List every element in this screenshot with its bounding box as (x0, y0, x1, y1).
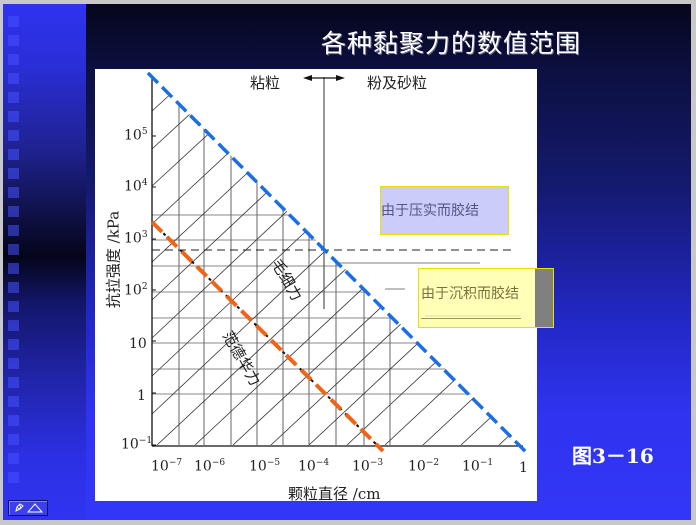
y-tick-10: 10 (129, 336, 147, 352)
x-tick-1e-5: 10−5 (249, 458, 281, 475)
compaction-cementation-box: 由于压实而胶结 (380, 186, 509, 235)
strip-square (8, 434, 19, 445)
y-axis-title: 抗拉强度 /kPa (104, 210, 123, 309)
arrow-right-icon (336, 75, 345, 81)
strip-square (8, 225, 19, 236)
strip-square (8, 187, 19, 198)
underline (421, 318, 521, 319)
box-shadow-strip (535, 269, 553, 327)
strip-square (8, 453, 19, 464)
arrow-left-icon (303, 75, 312, 81)
left-decorative-strip (3, 4, 86, 520)
y-tick-1e5: 105 (124, 127, 148, 144)
y-tick-1e4: 104 (124, 178, 148, 195)
strip-square (8, 263, 19, 274)
strip-square (8, 73, 19, 84)
x-tick-1e-1: 10−1 (462, 458, 494, 475)
strip-square (8, 377, 19, 388)
strip-square (8, 301, 19, 312)
strip-square (8, 415, 19, 426)
strip-square (8, 92, 19, 103)
strip-square (8, 320, 19, 331)
strip-square (8, 339, 19, 350)
strip-square (8, 282, 19, 293)
window-edge (691, 0, 696, 525)
slide-title: 各种黏聚力的数值范围 (321, 29, 582, 58)
silt-sand-label: 粉及砂粒 (367, 74, 428, 92)
strip-square (8, 111, 19, 122)
strip-square (8, 358, 19, 369)
x-axis-title: 颗粒直径 /cm (288, 485, 381, 503)
strip-square (8, 396, 19, 407)
strip-square (8, 472, 19, 483)
y-tick-1e-1: 10−1 (121, 436, 153, 453)
strip-square (8, 54, 19, 65)
strip-square (8, 130, 19, 141)
strip-square (8, 206, 19, 217)
y-tick-1e2: 102 (124, 282, 148, 299)
clay-label: 粘粒 (250, 74, 281, 92)
pen-icon (14, 503, 24, 512)
strip-square (8, 244, 19, 255)
vdw-line (150, 220, 385, 453)
y-tick-1: 1 (137, 388, 146, 404)
x-tick-1e-3: 10−3 (352, 458, 384, 475)
strip-square (8, 35, 19, 46)
capillary-line (146, 71, 528, 454)
slide-nav-button[interactable] (8, 500, 48, 516)
hatch-grid (152, 77, 522, 445)
x-tick-1: 1 (519, 460, 528, 476)
strip-square (8, 168, 19, 179)
vdw-line-black (151, 221, 384, 452)
strip-square (8, 149, 19, 160)
x-tick-1e-6: 10−6 (194, 458, 226, 475)
x-tick-1e-2: 10−2 (408, 458, 440, 475)
sedimentation-cementation-box: 由于沉积而胶结 (418, 268, 554, 328)
strip-square (8, 16, 19, 27)
x-tick-1e-4: 10−4 (298, 458, 330, 475)
triangle-icon (26, 503, 43, 513)
figure-label: 图3－16 (572, 444, 654, 468)
x-tick-1e-7: 10−7 (151, 458, 183, 475)
y-tick-1e3: 103 (124, 230, 148, 247)
sedimentation-label: 由于沉积而胶结 (421, 286, 519, 302)
